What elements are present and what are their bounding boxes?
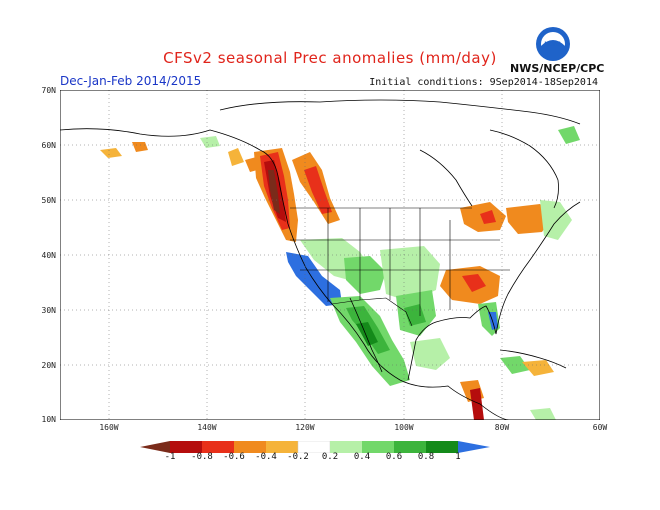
colorbar-label: -1: [164, 452, 176, 462]
agency-label: NWS/NCEP/CPC: [510, 62, 605, 75]
precip-anomaly-map: [60, 90, 600, 420]
colorbar-segment: [266, 441, 298, 453]
colorbar-segment: [202, 441, 234, 453]
colorbar-label: -0.4: [255, 452, 277, 462]
colorbar-label: -0.2: [287, 452, 309, 462]
lat-label-70: 70N: [41, 86, 56, 95]
lat-label-20: 20N: [41, 361, 56, 370]
lon-label-100w: 100W: [394, 423, 414, 432]
colorbar-label: -0.6: [223, 452, 245, 462]
map-title: CFSv2 seasonal Prec anomalies (mm/day): [163, 49, 497, 67]
colorbar-label: 0.4: [353, 452, 371, 462]
colorbar-segment: [170, 441, 202, 453]
colorbar: [140, 441, 490, 453]
colorbar-segment: [140, 441, 170, 453]
logo-text: NOAA: [544, 41, 562, 48]
colorbar-label: 0.2: [321, 452, 339, 462]
colorbar-segment: [426, 441, 458, 453]
coastlines: [60, 99, 581, 420]
initial-conditions-label: Initial conditions: 9Sep2014-18Sep2014: [369, 77, 598, 88]
lat-label-50: 50N: [41, 196, 56, 205]
lat-label-30: 30N: [41, 306, 56, 315]
lon-label-80w: 80W: [494, 423, 510, 432]
colorbar-segment: [234, 441, 266, 453]
colorbar-segment: [394, 441, 426, 453]
colorbar-segment: [362, 441, 394, 453]
lat-label-40: 40N: [41, 251, 56, 260]
noaa-logo-icon: NOAA: [536, 27, 570, 61]
lon-label-120w: 120W: [295, 423, 315, 432]
season-label: Dec-Jan-Feb 2014/2015: [60, 74, 202, 88]
lat-label-60: 60N: [41, 141, 56, 150]
lon-label-160w: 160W: [99, 423, 119, 432]
borders: [290, 207, 510, 327]
colorbar-label: 0.6: [385, 452, 403, 462]
colorbar-label: 0.8: [417, 452, 435, 462]
colorbar-segment: [458, 441, 490, 453]
lon-label-60w: 60W: [592, 423, 608, 432]
lat-label-10: 10N: [41, 415, 56, 424]
colorbar-label: 1: [455, 452, 461, 462]
colorbar-label: -0.8: [191, 452, 213, 462]
colorbar-segment: [330, 441, 362, 453]
lon-label-140w: 140W: [197, 423, 217, 432]
